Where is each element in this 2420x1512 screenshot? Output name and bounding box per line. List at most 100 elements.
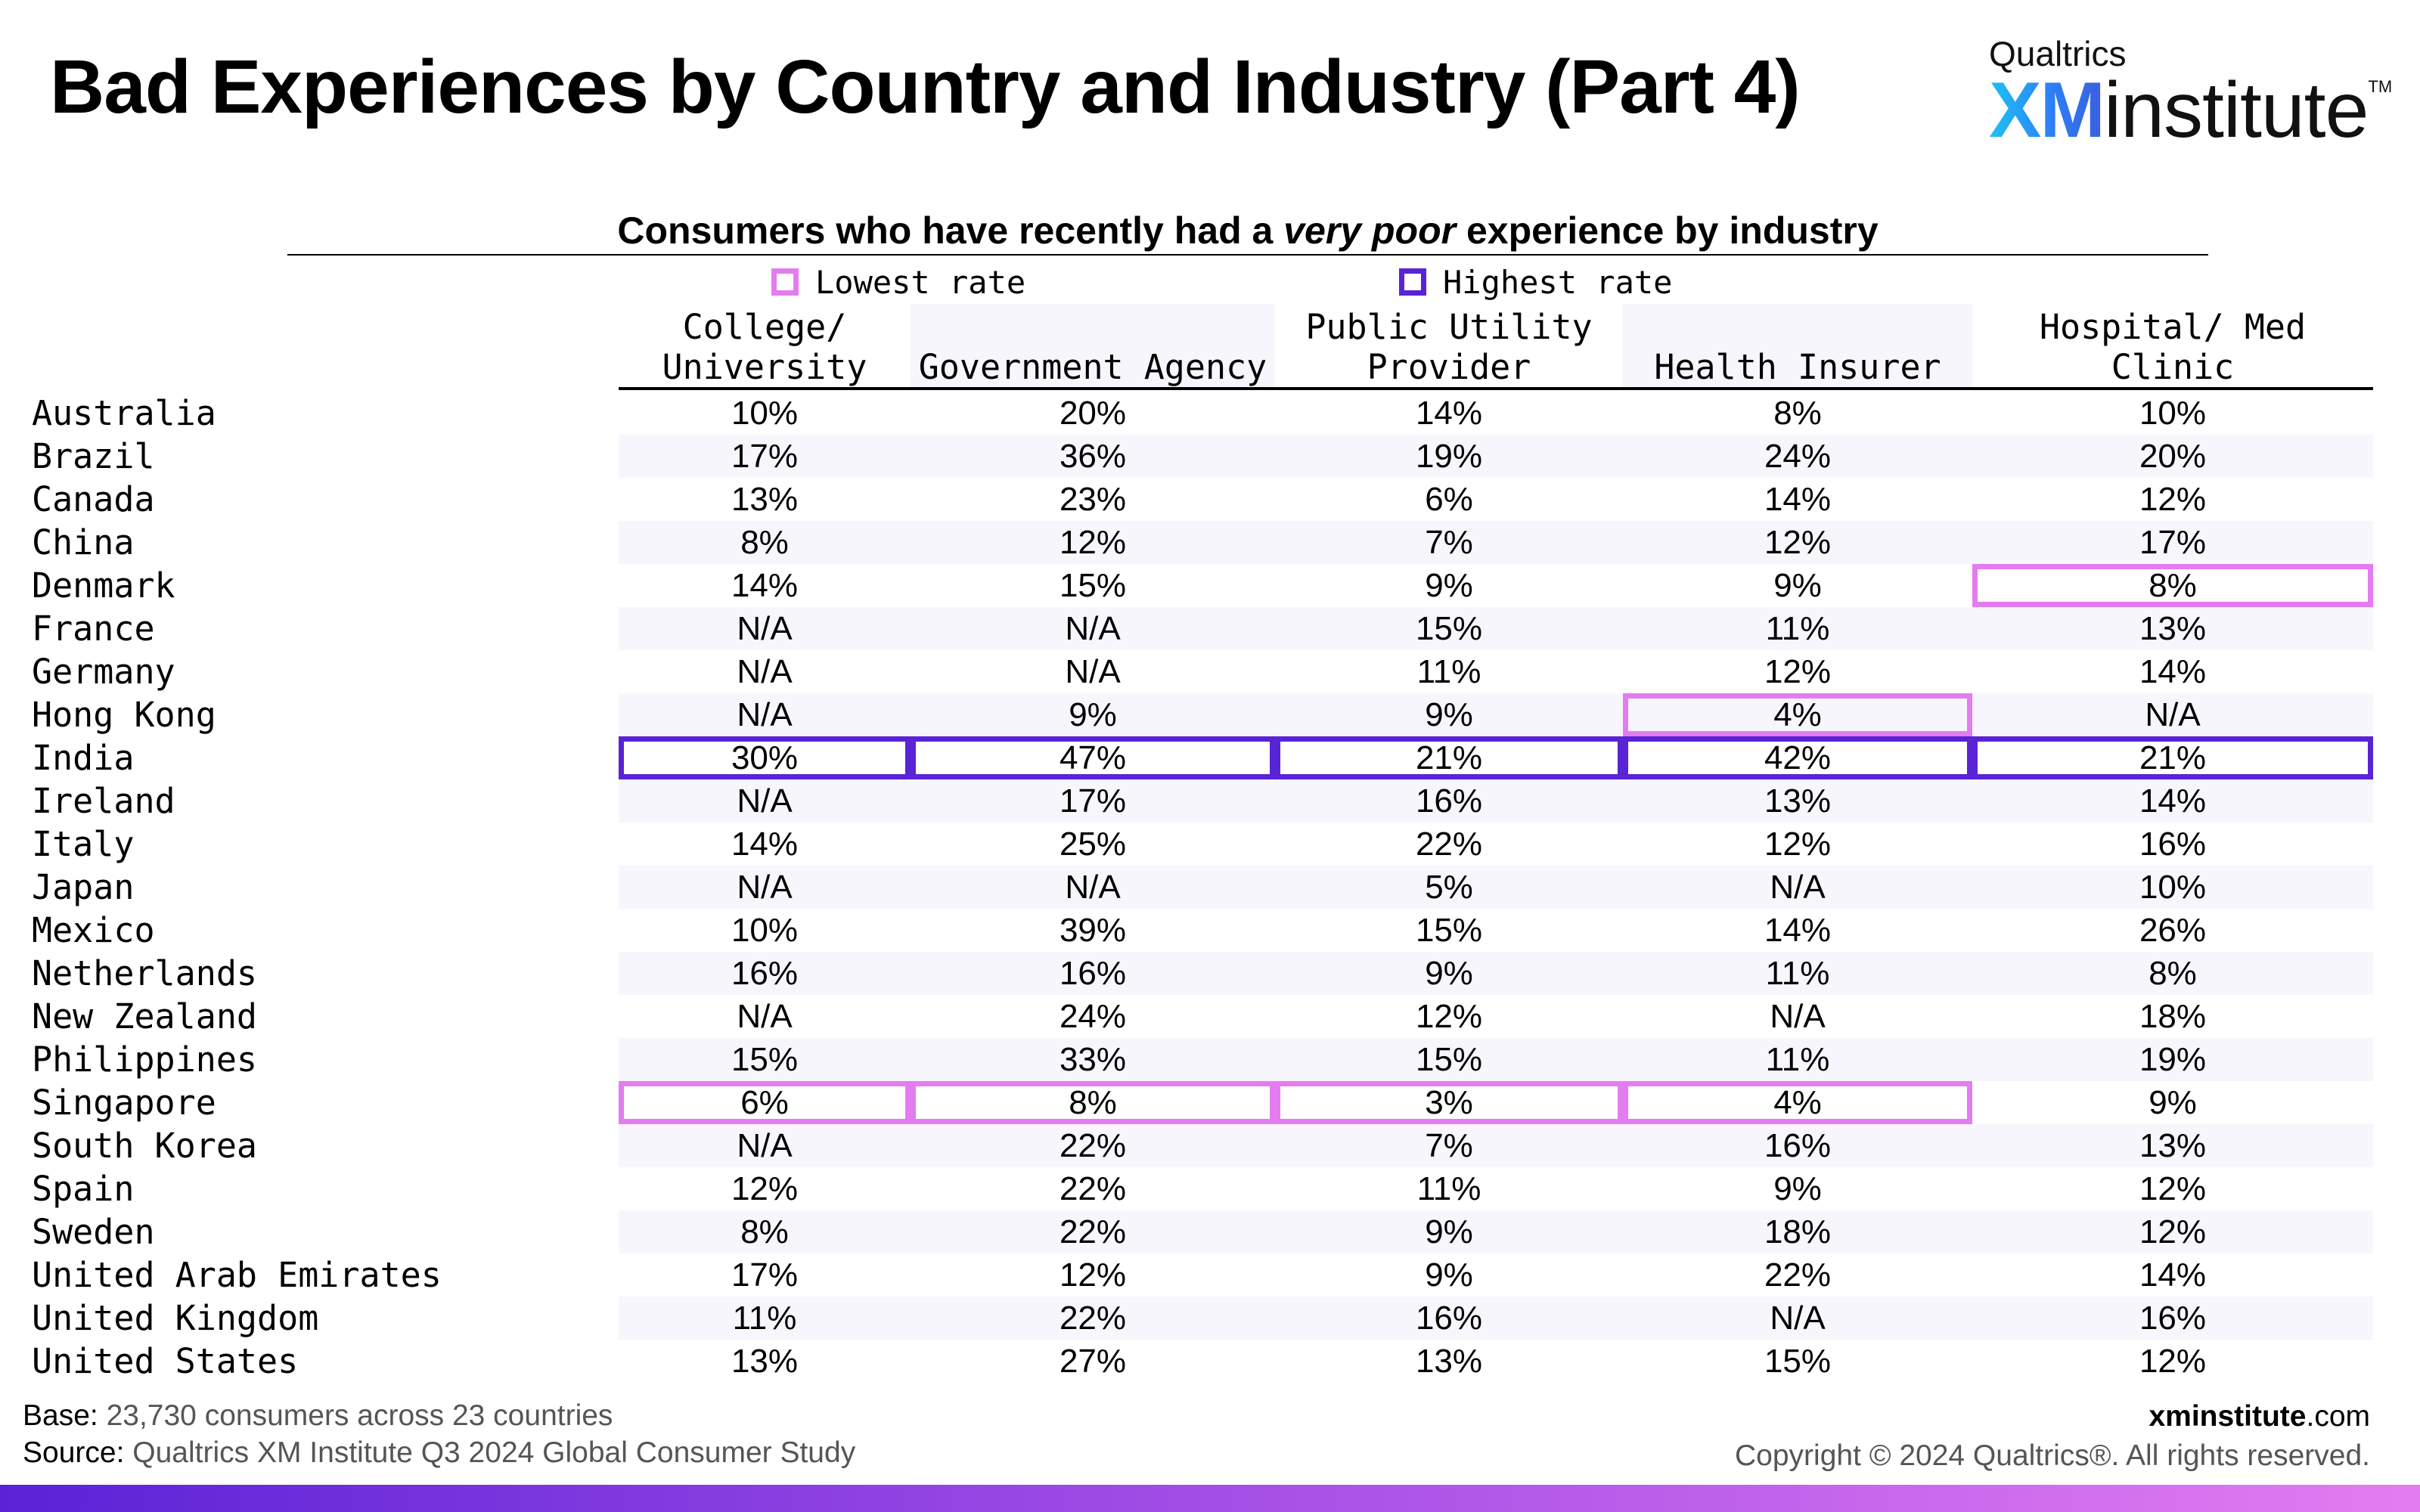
legend-lowest: Lowest rate [771,262,1025,302]
country-label: Japan [32,867,135,907]
table-cell: 17% [731,438,799,475]
table-cell: 10% [2139,869,2207,906]
table-cell: 11% [1765,1041,1830,1078]
table-cell: 26% [2139,912,2207,949]
legend-highest-swatch [1399,268,1426,296]
table-cell: 23% [1059,481,1127,518]
footer-source: Source: Qualtrics XM Institute Q3 2024 G… [23,1434,855,1471]
table-cell: 9% [1069,696,1117,733]
table-cell: 13% [1764,782,1832,820]
logo-tm-mark: TM [2368,77,2393,96]
country-label: South Korea [32,1126,258,1166]
table-cell: N/A [1770,869,1826,906]
table-cell: 14% [1415,395,1483,432]
row-band [619,1038,2373,1081]
table-cell: 21% [1415,739,1483,776]
column-header: Government Agency [911,304,1275,387]
table-cell: 9% [1425,1256,1473,1294]
table-cell: 24% [1059,998,1127,1035]
table-cell: 8% [740,1213,789,1250]
source-text: Qualtrics XM Institute Q3 2024 Global Co… [132,1436,856,1469]
table-cell: 12% [1764,826,1832,863]
table-cell: 6% [740,1084,789,1121]
table-cell: 3% [1425,1084,1473,1121]
table-cell: 10% [731,912,799,949]
table-cell: 12% [1764,524,1832,561]
table-cell: 42% [1764,739,1832,776]
table-cell: 18% [2139,998,2207,1035]
legend-highest-label: Highest rate [1443,263,1673,301]
legend-lowest-label: Lowest rate [815,263,1026,301]
row-band [619,779,2373,823]
country-label: Spain [32,1169,135,1209]
table-cell: 22% [1059,1170,1127,1207]
country-label: Germany [32,652,175,692]
table-cell: N/A [737,1127,793,1164]
table-cell: 15% [1415,610,1483,647]
logo-institute-text: institute [2104,67,2369,154]
table-cell: N/A [1770,1300,1826,1337]
column-header: Health Insurer [1623,304,1972,387]
country-label: Brazil [32,436,155,476]
table-cell: 10% [2139,395,2207,432]
table-cell: 14% [2139,653,2207,690]
table-cell: 12% [1415,998,1483,1035]
table-cell: 8% [1069,1084,1117,1121]
table-cell: 15% [1764,1343,1832,1380]
table-cell: 9% [2149,1084,2197,1121]
footer-site[interactable]: xminstitute.com [1735,1397,2370,1436]
subtitle-emphasis: very poor [1283,209,1457,252]
row-band [619,521,2373,564]
table-cell: 4% [1773,696,1822,733]
country-label: United Kingdom [32,1298,319,1338]
table-cell: 27% [1059,1343,1127,1380]
table-cell: 33% [1059,1041,1127,1078]
subtitle-part-3: experience by industry [1456,209,1879,252]
table-cell: 12% [731,1170,799,1207]
page-title: Bad Experiences by Country and Industry … [50,45,1801,129]
table-cell: N/A [737,998,793,1035]
logo-xm-text: XM [1989,67,2105,154]
table-cell: 19% [2139,1041,2207,1078]
country-label: United States [32,1341,299,1381]
footer-notes: Base: 23,730 consumers across 23 countri… [23,1397,855,1471]
footer-base: Base: 23,730 consumers across 23 countri… [23,1397,855,1434]
table-cell: 19% [1415,438,1483,475]
country-label: China [32,522,135,562]
table-cell: N/A [2145,696,2201,733]
country-label: Ireland [32,781,175,821]
row-band [619,1124,2373,1167]
table-cell: 22% [1415,826,1483,863]
table-cell: 25% [1059,826,1127,863]
table-cell: 22% [1059,1300,1127,1337]
table-cell: 11% [732,1300,797,1337]
table-cell: 13% [2139,610,2207,647]
table-cell: 11% [1416,1170,1481,1207]
country-label: United Arab Emirates [32,1255,442,1295]
subtitle-part-1: Consumers who have recently had a [617,209,1284,252]
country-label: Australia [32,393,216,433]
country-label: Mexico [32,910,155,950]
table-cell: 39% [1059,912,1127,949]
table-cell: N/A [1065,653,1121,690]
table-cell: 16% [1415,782,1483,820]
table-cell: 17% [2139,524,2207,561]
country-label: Singapore [32,1083,216,1123]
table-cell: 21% [2139,739,2207,776]
table-cell: 12% [2139,481,2207,518]
table-cell: 24% [1764,438,1832,475]
table-cell: 17% [1059,782,1127,820]
table-cell: N/A [737,653,793,690]
table-cell: 9% [1773,567,1822,604]
table-cell: 12% [2139,1170,2207,1207]
table-cell: 16% [1764,1127,1832,1164]
footer-copyright: Copyright © 2024 Qualtrics®. All rights … [1735,1439,2370,1472]
table-cell: 4% [1773,1084,1822,1121]
table-cell: 7% [1425,524,1473,561]
table-cell: 30% [731,739,799,776]
row-band [619,1210,2373,1253]
base-text: 23,730 consumers across 23 countries [106,1399,613,1432]
table-cell: 17% [731,1256,799,1294]
table-cell: 12% [1059,524,1127,561]
table-cell: 7% [1425,1127,1473,1164]
